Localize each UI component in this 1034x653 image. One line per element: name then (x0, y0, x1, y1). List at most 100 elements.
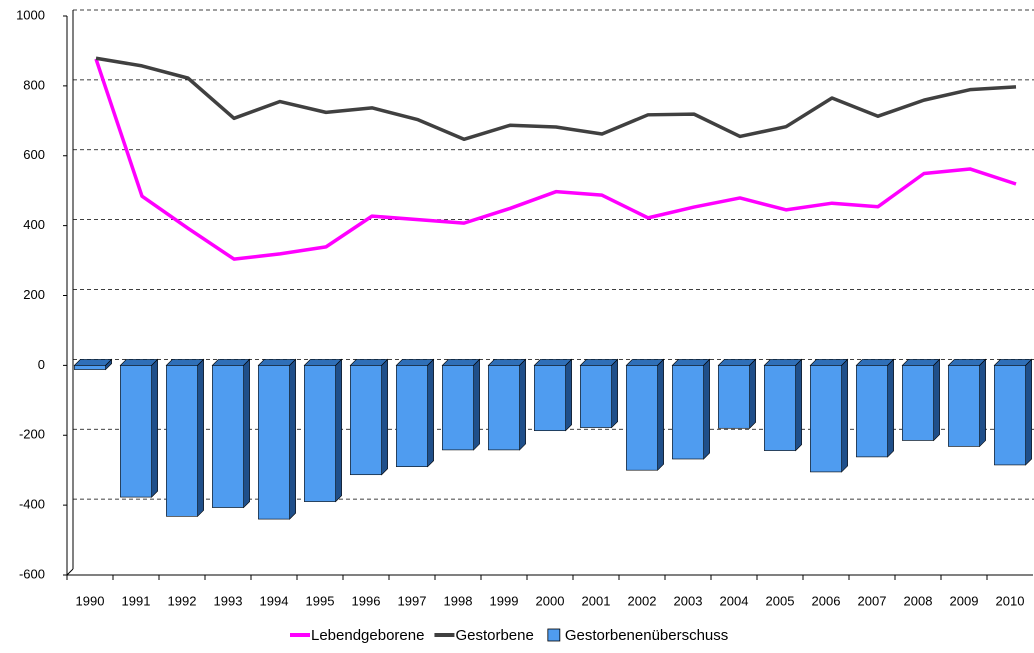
y-tick-label: 200 (23, 287, 45, 302)
bar (441, 358, 481, 451)
y-tick-label: -200 (19, 427, 45, 442)
bar-face (948, 365, 980, 447)
bar-face (396, 365, 428, 467)
bar (993, 358, 1033, 466)
bar-face (1025, 358, 1032, 466)
bar-face (212, 365, 244, 508)
bar-face (488, 365, 520, 451)
bar (211, 358, 251, 509)
x-tick-label: 2003 (674, 593, 703, 608)
bar-face (611, 358, 618, 429)
bar-face (841, 358, 848, 473)
bar-face (243, 358, 250, 509)
bar (717, 358, 757, 429)
legend-label: Gestorbenenüberschuss (565, 627, 728, 644)
bar (625, 358, 665, 471)
bar (671, 358, 711, 460)
x-tick-label: 2001 (582, 593, 611, 608)
bar (165, 358, 205, 518)
x-tick-label: 1999 (490, 593, 519, 608)
bar-face (795, 358, 802, 452)
bar-face (855, 359, 895, 366)
bar (579, 358, 619, 429)
bar-face (657, 358, 664, 471)
bar-face (441, 359, 481, 366)
bar-face (887, 358, 894, 458)
bar-face (487, 359, 527, 366)
bar (901, 358, 941, 442)
bar-face (258, 365, 290, 520)
bar-face (718, 365, 750, 429)
y-tick-label: 800 (23, 77, 45, 92)
bar-face (979, 358, 986, 448)
bar-face (809, 359, 849, 366)
bar-face (764, 365, 796, 451)
bar-face (166, 365, 198, 517)
bar-face (120, 365, 152, 498)
bar-face (565, 358, 572, 432)
bar-face (519, 358, 526, 451)
bar-face (902, 365, 934, 441)
bar-face (350, 365, 382, 476)
x-tick-label: 2007 (858, 593, 887, 608)
bar-face (442, 365, 474, 451)
x-tick-label: 1996 (352, 593, 381, 608)
bar-face (303, 359, 343, 366)
bar-face (717, 359, 757, 366)
bar-face (993, 359, 1033, 366)
bar-face (580, 365, 612, 428)
line-series (94, 58, 1017, 261)
x-axis-depth (66, 568, 74, 576)
bar-face (579, 359, 619, 366)
bar-face (703, 358, 710, 460)
bar-face (533, 359, 573, 366)
bar-face (856, 365, 888, 458)
bar (257, 358, 297, 520)
bar-face (626, 365, 658, 471)
x-tick-label: 2005 (766, 593, 795, 608)
x-tick-label: 2008 (904, 593, 933, 608)
bar (395, 358, 435, 468)
bar (533, 358, 573, 432)
y-tick-label: -600 (19, 566, 45, 581)
bar-face (933, 358, 940, 442)
bar-face (763, 359, 803, 366)
y-tick-label: 1000 (16, 7, 45, 22)
bar-face (151, 358, 158, 498)
x-tick-label: 2010 (996, 593, 1025, 608)
bar-face (257, 359, 297, 366)
bar-face (427, 358, 434, 468)
x-tick-label: 2004 (720, 593, 749, 608)
bar-face (534, 365, 566, 432)
bar-face (73, 359, 113, 366)
x-tick-label: 2002 (628, 593, 657, 608)
x-tick-label: 1998 (444, 593, 473, 608)
bar-face (947, 359, 987, 366)
bar (947, 358, 987, 448)
bar-face (304, 365, 336, 502)
bar-face (381, 358, 388, 476)
x-tick-label: 1991 (122, 593, 151, 608)
bar (763, 358, 803, 452)
bar-face (197, 358, 204, 518)
bar-face (289, 358, 296, 520)
legend-label: Gestorbene (455, 627, 533, 644)
bar-face (810, 365, 842, 473)
bar (349, 358, 389, 476)
bar-face (994, 365, 1026, 466)
y-tick-label: 600 (23, 147, 45, 162)
legend-label: Lebendgeborene (311, 627, 424, 644)
bar (303, 358, 343, 503)
bar-face (395, 359, 435, 366)
bar-face (335, 358, 342, 503)
bar-face (165, 359, 205, 366)
bar-face (349, 359, 389, 366)
y-tick-label: 400 (23, 217, 45, 232)
x-tick-label: 1990 (76, 593, 105, 608)
bar-face (211, 359, 251, 366)
bar (73, 358, 113, 371)
bar (119, 358, 159, 498)
bar-face (749, 358, 756, 429)
bar (809, 358, 849, 473)
